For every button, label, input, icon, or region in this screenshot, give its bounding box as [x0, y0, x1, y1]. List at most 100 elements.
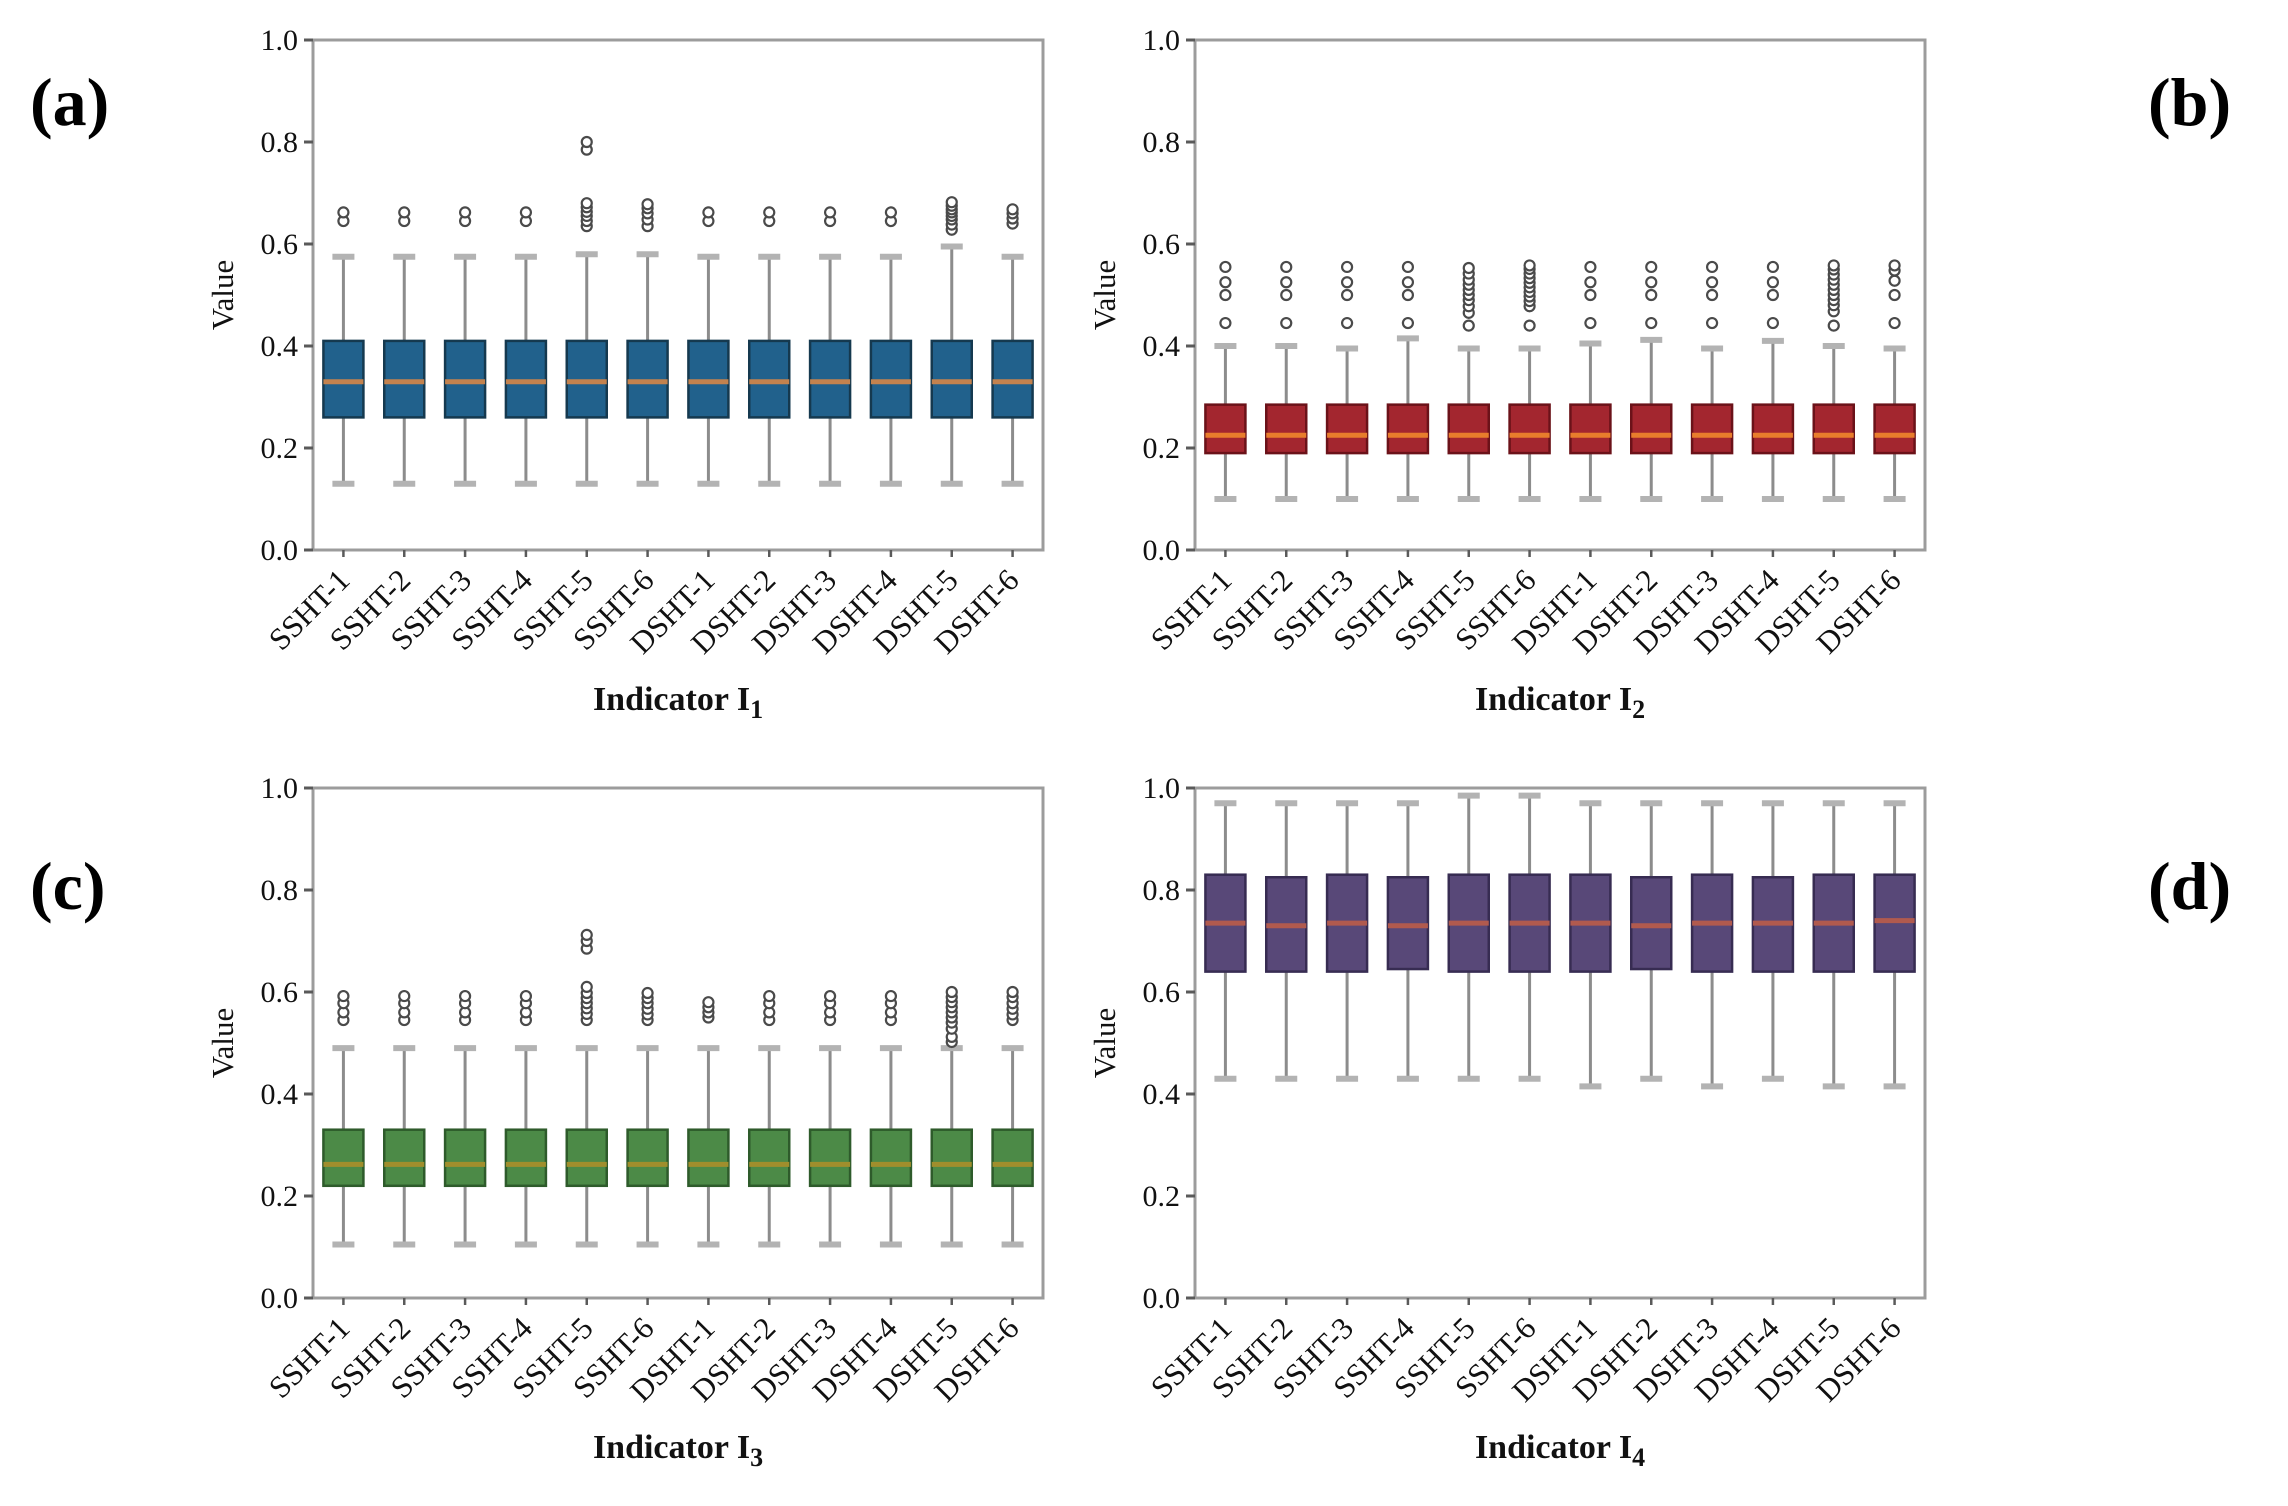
outlier-point [1766, 260, 1780, 274]
outlier-point [1645, 316, 1658, 330]
y-axis-title: Value [205, 1008, 240, 1079]
outlier-point [580, 928, 593, 941]
plot-frame [1193, 38, 1927, 552]
outlier-point [1645, 288, 1658, 302]
outlier-point [1888, 316, 1901, 330]
outlier-point [1705, 288, 1719, 302]
outlier-point [1401, 260, 1415, 274]
boxplot-panel-d: 0.00.20.40.60.81.0ValueSSHT-1SSHT-2SSHT-… [1087, 772, 1927, 1472]
outlier-point [580, 980, 593, 993]
x-axis-title: Indicator I2 [1475, 681, 1645, 724]
outlier-point [884, 989, 898, 1003]
x-axis-title: Indicator I3 [593, 1429, 763, 1472]
outlier-point [458, 989, 472, 1003]
outlier-point [1340, 316, 1354, 330]
y-tick-label: 0.0 [1143, 534, 1181, 567]
outlier-point [1584, 260, 1597, 274]
outlier-point [1766, 276, 1780, 289]
boxplot-panel-a: 0.00.20.40.60.81.0ValueSSHT-1SSHT-2SSHT-… [205, 24, 1045, 724]
outlier-point [398, 989, 411, 1003]
outlier-point [1827, 319, 1840, 332]
outlier-point [1584, 316, 1597, 330]
y-tick-label: 0.4 [1143, 1078, 1181, 1111]
outlier-point [823, 989, 837, 1003]
y-axis-title: Value [205, 260, 240, 331]
outlier-point [1705, 276, 1719, 289]
outlier-point [1705, 260, 1719, 274]
y-tick-label: 0.4 [1143, 330, 1181, 363]
outlier-point [1280, 288, 1293, 302]
outlier-point [1006, 203, 1019, 216]
y-axis-title: Value [1087, 260, 1122, 331]
plot-frame [311, 38, 1045, 552]
outlier-point [1584, 288, 1597, 302]
outlier-point [1523, 319, 1536, 332]
outlier-point [1888, 259, 1901, 272]
y-tick-label: 1.0 [1143, 24, 1181, 57]
outlier-point [702, 206, 715, 219]
outlier-point [580, 197, 593, 210]
y-tick-label: 0.6 [1143, 228, 1181, 261]
outlier-point [519, 989, 533, 1003]
outlier-point [1584, 276, 1597, 289]
outlier-point [1888, 288, 1901, 302]
y-tick-label: 0.8 [261, 874, 299, 907]
y-axis-title: Value [1087, 1008, 1122, 1079]
y-tick-label: 0.2 [261, 1180, 299, 1213]
y-tick-label: 0.6 [261, 228, 299, 261]
y-tick-label: 1.0 [1143, 772, 1181, 805]
panel-label-c: (c) [30, 848, 106, 924]
outlier-point [398, 206, 411, 219]
y-tick-label: 0.8 [1143, 874, 1181, 907]
outlier-point [763, 206, 776, 219]
outlier-point [1645, 260, 1658, 274]
outlier-point [1280, 316, 1293, 330]
y-tick-label: 0.2 [261, 432, 299, 465]
outlier-point [1219, 276, 1232, 289]
outlier-point [519, 206, 533, 219]
x-axis-title: Indicator I4 [1475, 1429, 1645, 1472]
y-tick-label: 0.0 [261, 1282, 299, 1315]
y-tick-label: 0.4 [261, 1078, 299, 1111]
plot-frame [1193, 786, 1927, 1300]
boxplot-panel-c: 0.00.20.40.60.81.0ValueSSHT-1SSHT-2SSHT-… [205, 772, 1045, 1472]
y-tick-label: 0.0 [1143, 1282, 1181, 1315]
outlier-point [1401, 276, 1415, 289]
outlier-point [1280, 260, 1293, 274]
outlier-point [823, 206, 837, 219]
outlier-point [1219, 316, 1232, 330]
outlier-point [337, 206, 350, 219]
outlier-point [945, 985, 958, 999]
outlier-point [580, 135, 593, 149]
outlier-point [1280, 276, 1293, 289]
y-tick-label: 0.4 [261, 330, 299, 363]
panel-label-b: (b) [2148, 64, 2232, 140]
outlier-point [1888, 274, 1901, 287]
outlier-point [1827, 259, 1840, 272]
y-tick-label: 1.0 [261, 24, 299, 57]
outlier-point [1401, 316, 1415, 330]
outlier-point [1340, 288, 1354, 302]
y-tick-label: 1.0 [261, 772, 299, 805]
y-tick-label: 0.2 [1143, 432, 1181, 465]
outlier-point [1340, 260, 1354, 274]
outlier-point [641, 198, 654, 211]
outlier-point [884, 206, 898, 219]
outlier-point [1219, 288, 1232, 302]
y-tick-label: 0.6 [1143, 976, 1181, 1009]
outlier-point [458, 206, 472, 219]
outlier-point [1462, 261, 1475, 275]
outlier-point [1705, 316, 1719, 330]
panel-label-d: (d) [2148, 848, 2232, 924]
outlier-point [337, 989, 350, 1003]
outlier-point [641, 986, 654, 1000]
y-tick-label: 0.2 [1143, 1180, 1181, 1213]
outlier-point [945, 196, 958, 209]
outlier-point [1766, 316, 1780, 330]
y-tick-label: 0.8 [1143, 126, 1181, 159]
outlier-point [702, 996, 715, 1009]
outlier-point [1006, 985, 1019, 999]
outlier-point [763, 989, 776, 1003]
panel-label-a: (a) [30, 64, 110, 140]
